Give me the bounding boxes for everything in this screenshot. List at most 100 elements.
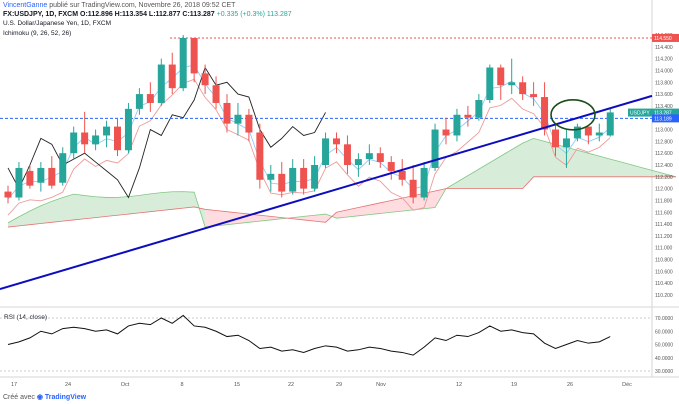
rsi-tick-label: 60.0000 (655, 329, 673, 335)
candle-body[interactable] (311, 165, 319, 189)
author-link[interactable]: VincentGanne (3, 2, 48, 9)
price-tag-current-symbol: USDJPY (630, 111, 650, 117)
candle-body[interactable] (245, 114, 253, 133)
price-tick-label: 112.000 (655, 187, 673, 193)
price-tick-label: 113.800 (655, 80, 673, 86)
highlight-circle[interactable] (550, 98, 596, 131)
time-tick-label: 29 (336, 382, 342, 388)
price-tick-label: 111.600 (655, 210, 673, 216)
candle-body[interactable] (387, 162, 395, 171)
price-tick-label: 110.600 (655, 269, 673, 275)
candle-body[interactable] (398, 170, 406, 180)
candle-body[interactable] (103, 126, 111, 136)
price-tick-label: 111.400 (655, 222, 673, 228)
price-tick-label: 112.200 (655, 175, 673, 181)
symbol-line: FX:USDJPY, 1D, FXCM O:112.896 H:113.354 … (3, 11, 292, 18)
rsi-tick-label: 30.0000 (655, 369, 673, 375)
candle-body[interactable] (234, 114, 242, 124)
candle-body[interactable] (124, 108, 132, 151)
candle-body[interactable] (81, 132, 89, 145)
candle-body[interactable] (606, 112, 614, 136)
candle-body[interactable] (289, 167, 297, 192)
candle-body[interactable] (300, 167, 308, 189)
price-tag-current-symbol-bg (628, 108, 652, 117)
price-chart[interactable]: 114.600114.400114.200114.000113.800113.6… (0, 0, 679, 392)
candle-body[interactable] (453, 114, 461, 136)
candle-body[interactable] (541, 97, 549, 130)
candle-body[interactable] (431, 129, 439, 168)
indicator-label[interactable]: Ichimoku (9, 26, 52, 26) (3, 30, 72, 37)
candle-body[interactable] (409, 179, 417, 198)
candle-body[interactable] (343, 144, 351, 165)
candle-body[interactable] (420, 167, 428, 198)
time-tick-label: 26 (567, 382, 573, 388)
price-tick-label: 112.800 (655, 139, 673, 145)
time-tick-label: 22 (288, 382, 294, 388)
candle-body[interactable] (59, 153, 67, 183)
candle-body[interactable] (365, 153, 373, 160)
price-tick-label: 111.000 (655, 246, 673, 252)
time-tick-label: 15 (234, 382, 240, 388)
candle-body[interactable] (475, 100, 483, 118)
candle-body[interactable] (135, 94, 143, 109)
candle-body[interactable] (354, 159, 362, 165)
candle-body[interactable] (552, 129, 559, 148)
footer: Créé avec ◉ TradingView (3, 394, 87, 401)
candle-body[interactable] (333, 138, 340, 145)
tradingview-logo-icon[interactable]: ◉ (36, 394, 43, 401)
rsi-line[interactable] (7, 314, 611, 356)
candle-body[interactable] (179, 37, 187, 89)
candle-body[interactable] (376, 153, 384, 163)
candle-body[interactable] (92, 135, 100, 145)
publish-info: VincentGanne publié sur TradingView.com,… (3, 2, 236, 9)
price-tag-current-bg (652, 108, 679, 117)
candle-body[interactable] (26, 170, 34, 186)
candle-body[interactable] (70, 132, 78, 154)
price-tick-label: 110.200 (655, 293, 673, 299)
ohlc-values: O:112.896 H:113.354 L:112.877 C:113.287 (80, 11, 215, 18)
candle-body[interactable] (190, 37, 198, 74)
candle-body[interactable] (4, 191, 12, 198)
trendline[interactable] (0, 94, 653, 291)
time-tick-label: 12 (456, 382, 462, 388)
candle-body[interactable] (573, 126, 581, 139)
price-tag-current: 113.287 (654, 111, 672, 117)
candle-body[interactable] (442, 129, 450, 136)
candle-body[interactable] (267, 173, 275, 180)
time-tick-label: 19 (511, 382, 517, 388)
candle-body[interactable] (595, 132, 603, 136)
senkou-span-b (7, 176, 676, 228)
time-tick-label: Déc (622, 382, 632, 388)
candle-body[interactable] (146, 94, 154, 103)
candle-body[interactable] (562, 138, 570, 148)
candle-body[interactable] (486, 67, 494, 101)
candle-body[interactable] (584, 126, 592, 136)
candle-body[interactable] (157, 64, 165, 103)
change-value: +0.335 (+0.3%) (216, 11, 265, 18)
candle-body[interactable] (37, 167, 45, 183)
candle-body[interactable] (168, 64, 176, 89)
candle-body[interactable] (48, 167, 56, 186)
time-tick-label: 8 (180, 382, 183, 388)
candle-body[interactable] (508, 82, 516, 86)
candle-body[interactable] (322, 138, 330, 165)
candle-body[interactable] (223, 102, 231, 124)
ichimoku-cloud-green (8, 191, 206, 228)
chikou-line (7, 66, 326, 199)
price-tag-level: 113.189 (654, 116, 672, 122)
candle-body[interactable] (15, 167, 23, 198)
candle-body[interactable] (212, 85, 220, 103)
candle-body[interactable] (278, 173, 286, 192)
candle-body[interactable] (256, 132, 264, 180)
time-tick-label: Oct (121, 382, 130, 388)
candle-body[interactable] (519, 82, 527, 95)
candle-body[interactable] (114, 126, 121, 151)
tradingview-brand[interactable]: TradingView (44, 394, 87, 401)
symbol-name[interactable]: FX:USDJPY, 1D, FXCM (3, 11, 79, 18)
candle-body[interactable] (464, 114, 472, 118)
candle-body[interactable] (530, 94, 538, 98)
candle-body[interactable] (201, 73, 209, 86)
price-tag-level-bg (652, 114, 679, 123)
rsi-label[interactable]: RSI (14, close) (4, 314, 47, 321)
candle-body[interactable] (497, 67, 505, 86)
